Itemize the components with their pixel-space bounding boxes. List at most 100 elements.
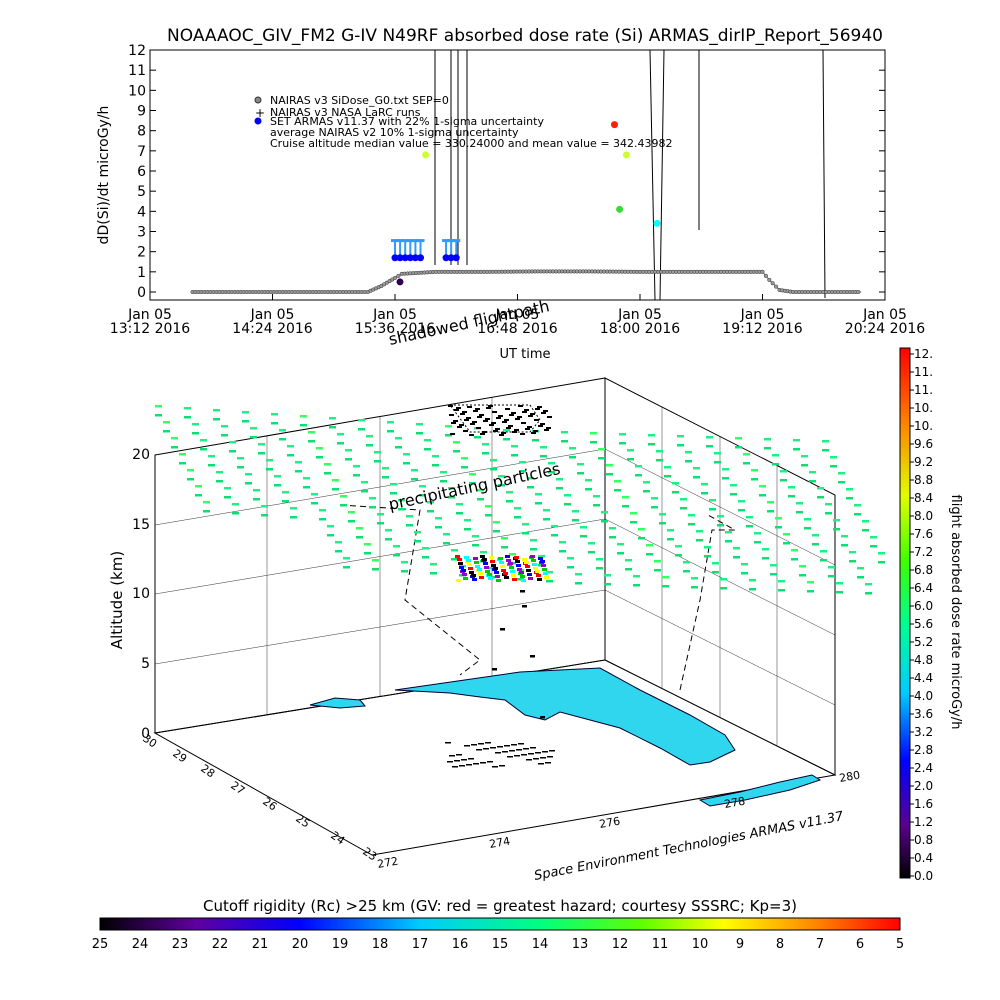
dose-marker [343, 566, 350, 569]
dose-marker [722, 477, 729, 480]
bottom-colorbar-tick-label: 24 [132, 937, 149, 952]
shadow-marker [543, 410, 548, 412]
shadow-marker [518, 743, 524, 745]
dose-marker [712, 571, 719, 574]
cluster-marker [519, 571, 524, 574]
dose-marker [530, 548, 537, 551]
shadow-marker [534, 419, 539, 421]
dose-marker [506, 491, 513, 494]
descent-marker [492, 668, 497, 671]
bottom-colorbar-tick-label: 15 [492, 937, 509, 952]
dose-marker [490, 459, 497, 462]
x-tick-label: Jan 05 [740, 307, 785, 323]
dose-marker [788, 486, 795, 489]
dose-marker [764, 447, 771, 450]
cluster-marker [533, 567, 538, 570]
dose-marker [635, 474, 642, 477]
shadow-marker [530, 413, 535, 415]
dose-marker [567, 566, 574, 569]
dose-marker [606, 473, 613, 476]
right-colorbar-tick-label: 2.8 [914, 743, 933, 757]
annotation-precipitating-particles: precipitating particles [387, 459, 562, 514]
dose-marker [538, 555, 545, 558]
dose-marker [714, 461, 721, 464]
cluster-marker [521, 579, 526, 582]
dose-marker [627, 458, 634, 461]
armas-point [406, 254, 414, 262]
dose-marker [242, 420, 249, 423]
dose-marker [200, 439, 207, 442]
dose-marker [751, 478, 758, 481]
shadow-marker [466, 417, 471, 419]
dose-marker [778, 580, 785, 583]
dose-marker [488, 567, 495, 570]
bottom-colorbar-tick-label: 13 [572, 937, 589, 952]
dose-marker [382, 467, 389, 470]
dose-marker [801, 464, 808, 467]
dose-marker [609, 527, 616, 530]
lon-tick: 274 [488, 835, 511, 851]
floor-grid-line [604, 659, 836, 776]
top-chart-title: NOAAAOC_GIV_FM2 G-IV N49RF absorbed dose… [167, 26, 883, 46]
shadow-marker [480, 762, 486, 764]
dose-marker [643, 490, 650, 493]
shadow-marker [479, 414, 484, 416]
dose-marker [648, 434, 655, 437]
dose-marker [432, 464, 439, 467]
dose-marker [588, 551, 595, 554]
dose-marker [598, 448, 605, 451]
dose-marker [825, 503, 832, 506]
cluster-marker [489, 556, 494, 559]
dose-marker [825, 512, 832, 515]
dose-marker [772, 463, 779, 466]
armas-point [411, 254, 419, 262]
dose-marker [717, 524, 724, 527]
dose-marker [419, 494, 426, 497]
x-tick-label: Jan 05 [862, 307, 907, 323]
dose-marker [643, 481, 650, 484]
cluster-marker [484, 566, 489, 569]
dose-marker [593, 495, 600, 498]
dose-marker [730, 484, 737, 487]
dose-marker [683, 570, 690, 573]
cluster-marker [458, 562, 463, 565]
dose-marker [403, 462, 410, 465]
dose-marker [654, 569, 661, 572]
dose-marker [569, 456, 576, 459]
dose-marker [192, 423, 199, 426]
dose-marker [857, 576, 864, 579]
right-colorbar-tick-label: 7.6 [914, 527, 933, 541]
x-tick-label: 13:12 2016 [110, 321, 191, 337]
dose-marker [540, 446, 547, 449]
shadow-marker [541, 412, 546, 414]
dose-marker [598, 457, 605, 460]
shadow-marker [509, 414, 514, 416]
dose-marker [546, 580, 553, 583]
cluster-marker [526, 569, 531, 572]
dose-marker [416, 423, 423, 426]
cluster-marker [482, 558, 487, 561]
dose-marker [709, 508, 716, 511]
dose-marker [780, 470, 787, 473]
bottom-colorbar-tick-label: 14 [532, 937, 549, 952]
y-tick-label: 0 [137, 285, 146, 301]
shadow-marker [498, 415, 503, 417]
dose-marker [725, 540, 732, 543]
dose-marker [245, 482, 252, 485]
dose-marker [290, 516, 297, 519]
shadow-marker [497, 746, 503, 748]
shadow-marker [516, 749, 522, 751]
dose-marker [203, 501, 210, 504]
dose-marker [414, 540, 421, 543]
shadow-marker [528, 753, 534, 755]
dose-marker [759, 485, 766, 488]
armas-point [401, 254, 409, 262]
dose-marker [770, 564, 777, 567]
dose-marker [374, 460, 381, 463]
armas-point [442, 254, 450, 262]
cluster-marker [505, 555, 510, 558]
dose-marker [506, 500, 513, 503]
shadow-marker [459, 424, 464, 426]
dose-marker [849, 560, 856, 563]
